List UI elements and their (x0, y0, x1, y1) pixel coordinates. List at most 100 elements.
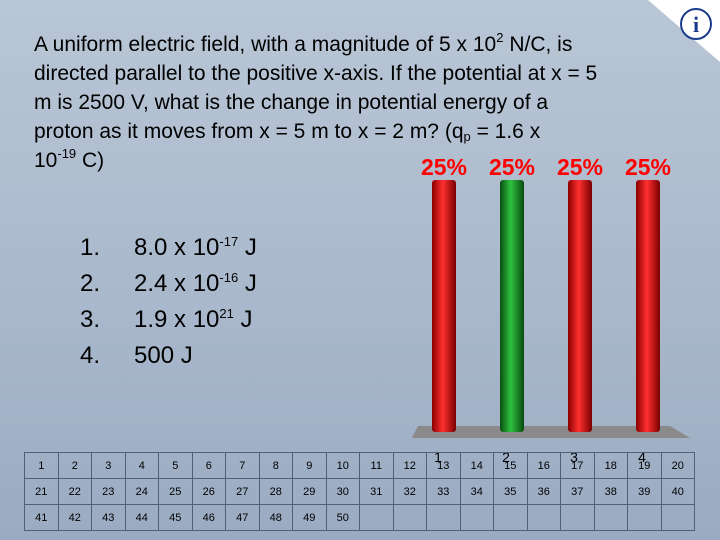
question-line-4-end: = 1.6 x (470, 120, 541, 143)
grid-cell-41: 41 (24, 504, 59, 531)
percent-label-1: 25% (420, 154, 468, 180)
grid-cell-4: 4 (124, 452, 159, 479)
grid-cell-36: 36 (526, 478, 561, 505)
grid-cell-31: 31 (359, 478, 394, 505)
grid-cell-33: 33 (426, 478, 461, 505)
grid-cell-42: 42 (57, 504, 92, 531)
grid-cell-empty (459, 504, 494, 531)
bar-3 (568, 180, 592, 432)
question-exponent-2: -19 (57, 146, 77, 161)
grid-cell-empty (493, 504, 528, 531)
grid-cell-22: 22 (57, 478, 92, 505)
answer-number: 4. (80, 342, 101, 369)
grid-cell-44: 44 (124, 504, 159, 531)
grid-cell-empty (526, 504, 561, 531)
answer-text: 8.0 x 10-17 J (134, 234, 257, 261)
bar-2 (500, 180, 524, 432)
grid-cell-45: 45 (158, 504, 193, 531)
grid-cell-49: 49 (292, 504, 327, 531)
answer-list: 1. 8.0 x 10-17 J 2. 2.4 x 10-16 J 3. 1.9… (80, 230, 257, 374)
question-line-2: directed parallel to the positive x-axis… (34, 62, 598, 85)
grid-cell-29: 29 (292, 478, 327, 505)
response-grid: 1 2 3 4 5 6 7 8 9 10 11 12 13 14 15 16 17 18 19 20 21 22 23 24 2… (24, 452, 695, 531)
question-line-5-end: C) (76, 149, 105, 172)
answer-option-3[interactable]: 3. 1.9 x 1021 J (80, 302, 257, 338)
question-line-4: proton as it moves from x = 5 m to x = 2… (34, 120, 464, 143)
grid-cell-26: 26 (191, 478, 226, 505)
grid-cell-47: 47 (225, 504, 260, 531)
grid-cell-48: 48 (258, 504, 293, 531)
grid-cell-25: 25 (158, 478, 193, 505)
grid-cell-empty (593, 504, 628, 531)
grid-cell-46: 46 (191, 504, 226, 531)
grid-cell-7: 7 (225, 452, 260, 479)
grid-cell-6: 6 (191, 452, 226, 479)
grid-cell-empty (392, 504, 427, 531)
answer-option-1[interactable]: 1. 8.0 x 10-17 J (80, 230, 257, 266)
grid-cell-21: 21 (24, 478, 59, 505)
grid-cell-34: 34 (459, 478, 494, 505)
answer-number: 2. (80, 270, 101, 297)
grid-cell-11: 11 (359, 452, 394, 479)
answer-text: 500 J (134, 342, 193, 369)
grid-cell-40: 40 (660, 478, 695, 505)
turning-point-logo-icon: i (648, 0, 720, 62)
grid-cell-16: 16 (526, 452, 561, 479)
grid-cell-15: 15 (493, 452, 528, 479)
grid-cell-27: 27 (225, 478, 260, 505)
grid-row: 21 22 23 24 25 26 27 28 29 30 31 32 33 34 35 36 37 38 39 40 (24, 478, 695, 505)
grid-cell-35: 35 (493, 478, 528, 505)
grid-cell-24: 24 (124, 478, 159, 505)
grid-cell-10: 10 (325, 452, 360, 479)
grid-row: 41 42 43 44 45 46 47 48 49 50 (24, 504, 695, 531)
percent-label-3: 25% (556, 154, 604, 180)
grid-cell-37: 37 (560, 478, 595, 505)
percent-label-4: 25% (624, 154, 672, 180)
grid-cell-50: 50 (325, 504, 360, 531)
answer-option-2[interactable]: 2. 2.4 x 10-16 J (80, 266, 257, 302)
question-exponent: 2 (496, 30, 504, 45)
grid-cell-2: 2 (57, 452, 92, 479)
grid-cell-8: 8 (258, 452, 293, 479)
grid-cell-13: 13 (426, 452, 461, 479)
grid-cell-3: 3 (91, 452, 126, 479)
percent-label-2: 25% (488, 154, 536, 180)
grid-cell-empty (627, 504, 662, 531)
answer-number: 3. (80, 306, 101, 333)
grid-cell-20: 20 (660, 452, 695, 479)
grid-cell-30: 30 (325, 478, 360, 505)
grid-cell-17: 17 (560, 452, 595, 479)
grid-cell-5: 5 (158, 452, 193, 479)
answer-option-4[interactable]: 4. 500 J (80, 338, 257, 374)
grid-cell-32: 32 (392, 478, 427, 505)
percent-labels: 25% 25% 25% 25% (420, 154, 671, 184)
bar-4 (636, 180, 660, 432)
grid-cell-28: 28 (258, 478, 293, 505)
grid-row: 1 2 3 4 5 6 7 8 9 10 11 12 13 14 15 16 17 18 19 20 (24, 452, 695, 479)
grid-cell-12: 12 (392, 452, 427, 479)
question-line-1-end: N/C, is (503, 33, 573, 56)
grid-cell-23: 23 (91, 478, 126, 505)
grid-cell-empty (660, 504, 695, 531)
question-line-5: 10 (34, 149, 58, 172)
grid-cell-43: 43 (91, 504, 126, 531)
grid-cell-empty (359, 504, 394, 531)
question-text: A uniform electric field, with a magnitu… (34, 30, 674, 175)
chart-floor (412, 426, 690, 438)
answer-number: 1. (80, 234, 101, 261)
answer-text: 2.4 x 10-16 J (134, 270, 257, 297)
bar-1 (432, 180, 456, 432)
grid-cell-empty (560, 504, 595, 531)
question-line-1: A uniform electric field, with a magnitu… (34, 33, 497, 56)
svg-text:i: i (693, 12, 699, 37)
grid-cell-38: 38 (593, 478, 628, 505)
question-subscript: p (463, 129, 471, 144)
grid-cell-empty (426, 504, 461, 531)
grid-cell-19: 19 (627, 452, 662, 479)
grid-cell-1: 1 (24, 452, 59, 479)
grid-cell-39: 39 (627, 478, 662, 505)
grid-cell-14: 14 (459, 452, 494, 479)
grid-cell-9: 9 (292, 452, 327, 479)
